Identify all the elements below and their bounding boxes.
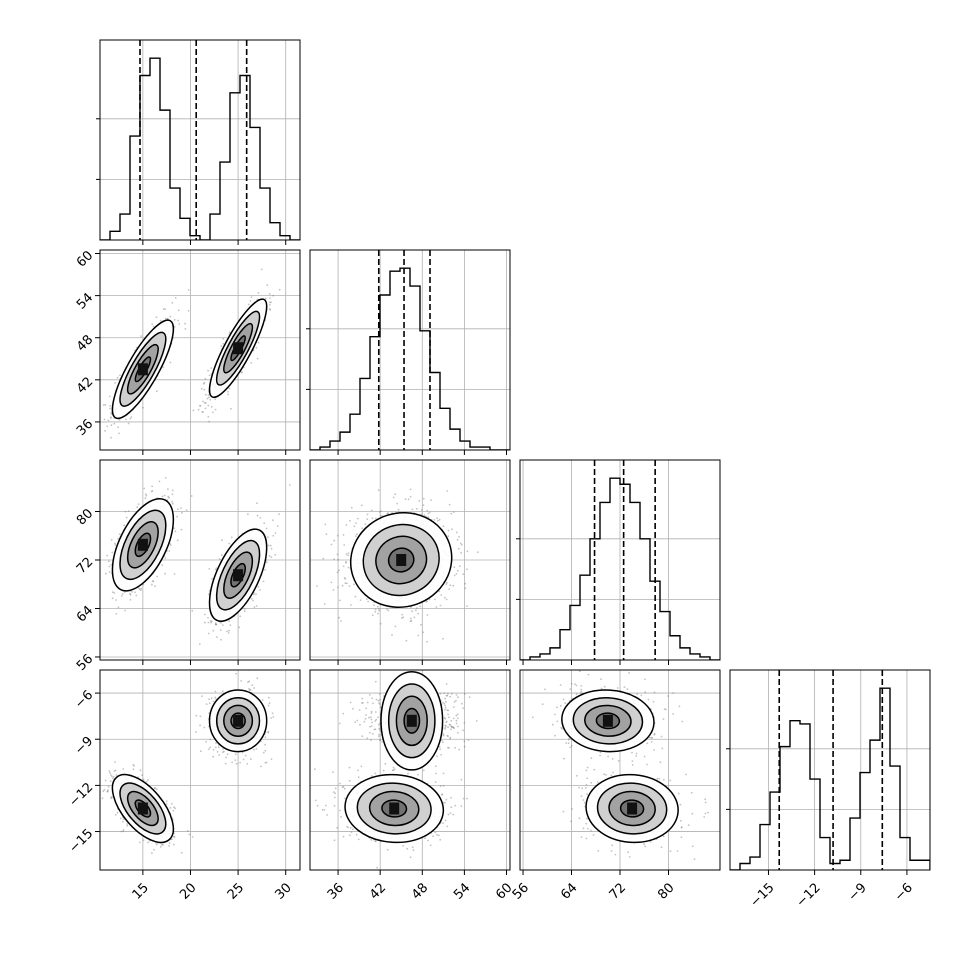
panel-2-1 [309, 459, 511, 665]
y-tick-label: −12 [66, 780, 96, 810]
x-tick-label: 48 [409, 880, 431, 902]
x-tick-label: 25 [225, 880, 247, 902]
x-tick-label: 80 [655, 880, 677, 902]
y-tick-label: 56 [74, 652, 96, 674]
y-tick-label: −15 [66, 826, 96, 856]
y-tick-label: 48 [74, 332, 96, 354]
x-tick-label: −9 [846, 880, 870, 904]
density-peak [627, 802, 638, 815]
x-tick-label: 42 [367, 880, 389, 902]
y-tick-label: 36 [74, 417, 96, 439]
x-tick-label: 54 [451, 880, 473, 902]
density-peak [137, 802, 148, 815]
y-tick-label: 42 [74, 375, 96, 397]
panel-3-0: −15 −12 −9 −6 15 20 25 30 [66, 669, 301, 903]
x-tick-label: 36 [325, 880, 347, 902]
axes-frame [309, 459, 511, 661]
axes-frame [309, 249, 511, 451]
panel-0-0 [96, 39, 301, 245]
density-peak [233, 714, 244, 727]
axes-frame [99, 669, 301, 871]
y-tick-label: 80 [74, 506, 96, 528]
y-tick-label: −6 [72, 688, 96, 712]
x-tick-label: −12 [794, 880, 824, 910]
panel-3-3: −15 −12 −9 −6 [726, 669, 931, 910]
x-tick-label: 15 [130, 880, 152, 902]
axes-frame [519, 459, 721, 661]
density-peak [602, 714, 613, 727]
axes-frame [99, 459, 301, 661]
panel-3-1: 36 42 48 54 60 [309, 669, 516, 903]
density-peak [233, 569, 244, 582]
scatter-points [102, 268, 281, 439]
x-tick-label: 64 [558, 880, 580, 902]
histogram-step [730, 687, 930, 870]
axes-frame [309, 669, 511, 871]
density-peak [137, 363, 148, 376]
x-tick-label: 56 [510, 880, 532, 902]
density-peak [389, 802, 400, 815]
x-tick-label: 20 [177, 880, 199, 902]
y-tick-label: 72 [74, 555, 96, 577]
density-peak [406, 714, 417, 727]
axes-frame [729, 669, 931, 871]
x-tick-label: 72 [607, 880, 629, 902]
histogram-step [310, 267, 510, 450]
panel-3-2: 56 64 72 80 [510, 669, 721, 903]
x-tick-label: −6 [892, 880, 916, 904]
axes-frame [519, 669, 721, 871]
x-tick-label: 30 [272, 880, 294, 902]
histogram-step [100, 57, 300, 240]
panel-2-0: 56 64 72 80 [74, 459, 301, 674]
y-tick-label: 64 [74, 603, 96, 625]
y-tick-label: −9 [72, 734, 96, 758]
panel-1-1 [306, 249, 511, 455]
y-tick-label: 54 [74, 290, 96, 312]
panel-1-0: 36 42 48 54 60 [74, 248, 301, 455]
x-tick-label: −15 [748, 880, 778, 910]
axes-frame [99, 39, 301, 241]
y-tick-label: 60 [74, 248, 96, 270]
panel-2-2 [516, 459, 721, 665]
axes-frame [99, 249, 301, 451]
density-peak [233, 342, 244, 355]
density-peak [396, 554, 407, 566]
density-peak [137, 538, 148, 551]
histogram-step [520, 477, 720, 660]
